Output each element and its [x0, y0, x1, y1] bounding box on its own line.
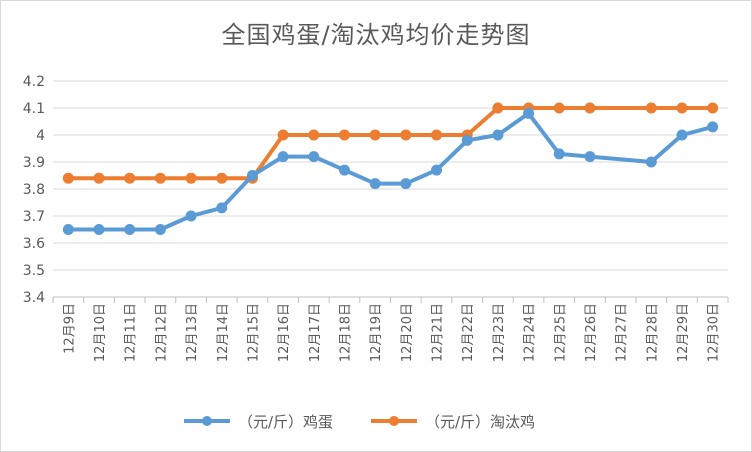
data-point-cull-hen	[707, 102, 719, 114]
x-tick-label: 12月17日	[308, 303, 323, 362]
data-point-egg	[154, 224, 166, 235]
x-tick-label: 12月30日	[707, 303, 722, 362]
x-tick-label: 12月12日	[154, 303, 169, 362]
data-point-cull-hen	[308, 129, 320, 141]
y-tick-label: 3.8	[23, 182, 45, 198]
legend-label: （元/斤）鸡蛋	[238, 413, 333, 431]
data-point-egg	[431, 164, 443, 176]
y-tick-label: 3.4	[23, 290, 45, 306]
data-point-cull-hen	[676, 102, 688, 114]
data-point-egg	[492, 129, 504, 141]
x-tick-label: 12月21日	[431, 303, 446, 362]
data-point-cull-hen	[431, 129, 443, 141]
data-point-egg	[645, 156, 657, 168]
y-tick-label: 3.5	[23, 263, 45, 279]
x-tick-label: 12月10日	[93, 303, 108, 362]
x-tick-label: 12月27日	[615, 303, 630, 362]
data-point-egg	[523, 107, 535, 119]
chart-title: 全国鸡蛋/淘汰鸡均价走势图	[221, 21, 531, 49]
data-point-cull-hen	[216, 172, 228, 184]
x-tick-label: 12月13日	[185, 303, 200, 362]
x-tick-label: 12月16日	[277, 303, 292, 362]
y-tick-label: 3.7	[23, 209, 45, 225]
data-point-cull-hen	[369, 129, 381, 141]
x-tick-label: 12月23日	[492, 303, 507, 362]
data-point-cull-hen	[492, 102, 504, 114]
data-point-egg	[338, 164, 350, 176]
data-point-cull-hen	[124, 172, 136, 184]
y-tick-label: 4.2	[23, 74, 45, 90]
x-tick-label: 12月15日	[246, 303, 261, 362]
data-point-cull-hen	[400, 129, 412, 141]
data-point-egg	[93, 224, 105, 235]
data-point-cull-hen	[93, 172, 105, 184]
data-point-cull-hen	[338, 129, 350, 141]
legend-label: （元/斤）淘汰鸡	[425, 413, 535, 431]
x-tick-label: 12月9日	[62, 303, 77, 354]
data-point-egg	[216, 202, 228, 214]
y-tick-label: 4	[36, 128, 45, 144]
x-tick-label: 12月29日	[676, 303, 691, 362]
data-point-egg	[400, 178, 412, 190]
data-point-egg	[246, 170, 258, 181]
y-tick-label: 3.9	[23, 155, 45, 171]
x-tick-label: 12月20日	[400, 303, 415, 362]
x-tick-label: 12月28日	[645, 303, 660, 362]
x-tick-label: 12月22日	[461, 303, 476, 362]
data-point-cull-hen	[154, 172, 166, 184]
series-line-cull-hen	[68, 106, 713, 181]
data-point-egg	[707, 121, 719, 133]
x-tick-label: 12月26日	[584, 303, 599, 362]
y-tick-label: 3.6	[23, 236, 45, 252]
data-point-cull-hen	[553, 102, 565, 114]
legend-marker	[202, 416, 212, 426]
x-tick-label: 12月11日	[124, 303, 139, 362]
data-point-cull-hen	[645, 102, 657, 114]
data-point-egg	[62, 224, 74, 235]
data-point-cull-hen	[185, 172, 197, 184]
series-line-egg	[68, 111, 714, 232]
data-point-cull-hen	[277, 129, 289, 141]
data-point-cull-hen	[584, 102, 596, 114]
data-point-egg	[185, 210, 197, 222]
data-point-cull-hen	[62, 172, 74, 184]
y-tick-label: 4.1	[23, 101, 45, 117]
x-tick-label: 12月24日	[523, 303, 538, 362]
data-point-egg	[461, 134, 473, 146]
data-point-egg	[124, 224, 136, 235]
x-tick-label: 12月14日	[216, 303, 231, 362]
data-point-egg	[308, 151, 320, 163]
data-point-egg	[676, 129, 688, 141]
legend-marker	[389, 416, 399, 426]
data-point-egg	[277, 151, 289, 163]
data-point-egg	[369, 178, 381, 190]
x-tick-label: 12月19日	[369, 303, 384, 362]
x-tick-label: 12月25日	[553, 303, 568, 362]
data-point-egg	[553, 148, 565, 160]
x-tick-label: 12月18日	[338, 303, 353, 362]
data-point-egg	[584, 151, 596, 163]
